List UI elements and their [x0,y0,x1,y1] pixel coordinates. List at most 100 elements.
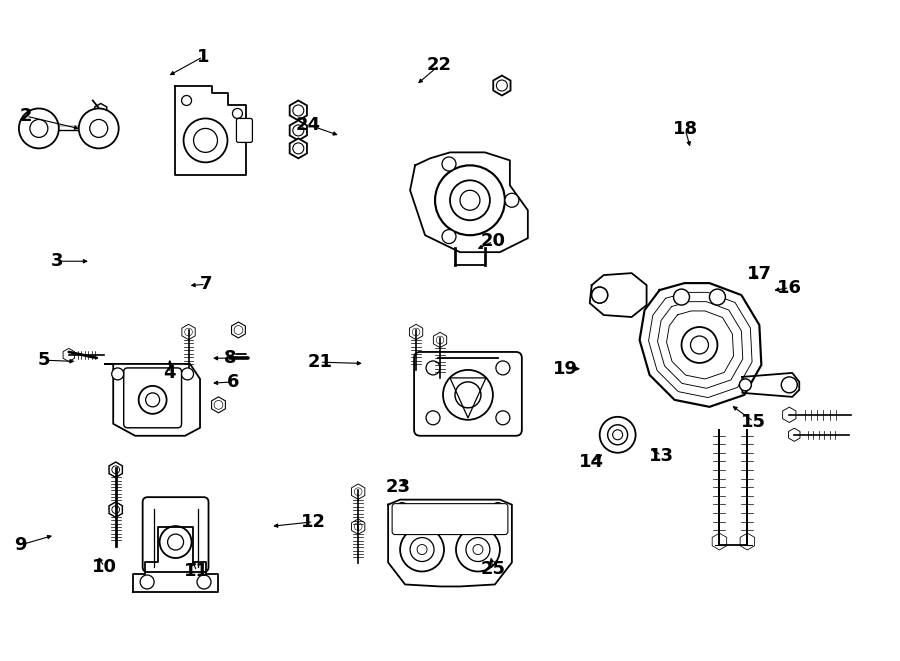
Circle shape [395,502,410,517]
Circle shape [292,105,304,116]
Circle shape [442,229,456,243]
Circle shape [184,328,193,336]
Circle shape [786,411,793,418]
Polygon shape [712,533,726,550]
Polygon shape [434,332,446,348]
Circle shape [496,361,510,375]
Circle shape [444,514,456,525]
Circle shape [412,328,420,336]
Circle shape [497,80,508,91]
Circle shape [591,287,608,303]
Circle shape [505,193,519,208]
Circle shape [159,526,192,558]
Polygon shape [290,100,307,120]
Circle shape [79,108,119,148]
Circle shape [450,180,490,220]
Circle shape [112,506,120,514]
Circle shape [466,537,490,561]
Polygon shape [105,364,200,436]
Polygon shape [109,462,122,477]
Circle shape [30,120,48,137]
Polygon shape [182,325,195,340]
Text: 5: 5 [38,351,50,369]
Circle shape [146,393,159,407]
Polygon shape [63,348,75,362]
Polygon shape [290,120,307,140]
Circle shape [400,527,444,572]
Polygon shape [783,407,796,422]
Polygon shape [410,325,423,340]
Circle shape [709,289,725,305]
Circle shape [232,108,242,118]
Circle shape [19,108,58,148]
Circle shape [599,417,635,453]
Text: 13: 13 [649,447,673,465]
Text: 12: 12 [301,513,326,531]
Polygon shape [175,85,247,175]
Text: 17: 17 [747,266,772,284]
Text: 1: 1 [197,48,210,65]
Polygon shape [231,322,246,338]
Polygon shape [352,484,365,499]
Circle shape [781,377,797,393]
Circle shape [234,326,243,334]
Circle shape [491,502,505,517]
Circle shape [417,545,427,555]
Circle shape [496,411,510,425]
Text: 14: 14 [580,453,605,471]
Circle shape [435,165,505,235]
FancyBboxPatch shape [123,368,182,428]
Text: 6: 6 [227,373,239,391]
Circle shape [184,118,228,163]
Circle shape [608,425,627,445]
Text: 16: 16 [777,279,802,297]
Circle shape [214,401,223,409]
Text: 25: 25 [481,561,506,578]
Polygon shape [590,273,646,317]
Polygon shape [388,500,512,586]
Text: 21: 21 [307,353,332,371]
Circle shape [455,382,481,408]
Circle shape [355,523,362,530]
Polygon shape [410,153,527,252]
Circle shape [112,368,123,380]
Text: 10: 10 [92,558,117,576]
Polygon shape [788,428,800,442]
Text: 4: 4 [164,364,176,382]
Circle shape [140,575,154,589]
Circle shape [613,430,623,440]
Circle shape [182,368,194,380]
Text: 20: 20 [481,233,506,251]
Circle shape [791,432,797,438]
Circle shape [112,466,120,473]
Circle shape [355,488,362,496]
Polygon shape [493,75,510,95]
Circle shape [473,545,483,555]
Polygon shape [352,519,365,534]
Polygon shape [94,104,107,118]
Circle shape [66,352,72,358]
Circle shape [410,537,434,561]
Circle shape [182,95,192,106]
Circle shape [591,287,608,303]
Text: 7: 7 [200,276,212,293]
Text: 3: 3 [50,253,63,270]
Text: 24: 24 [295,116,320,134]
Polygon shape [290,138,307,159]
Text: 19: 19 [553,360,578,377]
Polygon shape [109,502,122,518]
Circle shape [194,128,218,153]
Text: 15: 15 [741,412,766,430]
Circle shape [139,386,166,414]
Circle shape [197,575,211,589]
FancyBboxPatch shape [392,504,508,535]
Circle shape [443,370,493,420]
Text: 8: 8 [224,349,237,368]
Circle shape [460,190,480,210]
Circle shape [673,289,689,305]
Polygon shape [740,533,754,550]
Circle shape [436,336,444,344]
Text: 22: 22 [427,56,452,74]
Text: 11: 11 [184,563,209,580]
Circle shape [167,534,184,550]
